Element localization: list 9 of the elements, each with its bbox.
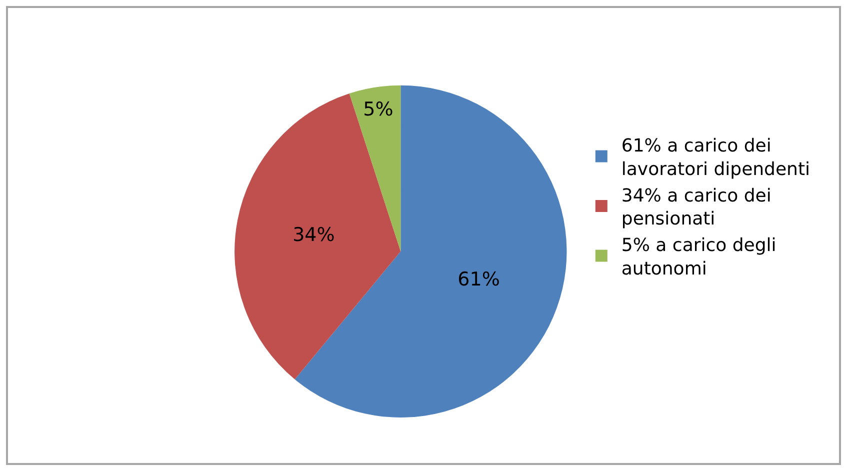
legend-label: 61% a carico dei lavoratori dipendenti bbox=[621, 136, 810, 180]
data-label: 34% bbox=[292, 224, 335, 246]
pie-slice bbox=[234, 93, 401, 380]
legend-label: 5% a carico degli autonomi bbox=[621, 235, 776, 280]
data-label: 5% bbox=[363, 98, 394, 121]
legend-label: 34% a carico dei pensionati bbox=[621, 185, 772, 230]
pie-slice bbox=[349, 85, 401, 252]
data-label: 61% bbox=[458, 268, 500, 291]
pie-slice bbox=[294, 85, 567, 418]
